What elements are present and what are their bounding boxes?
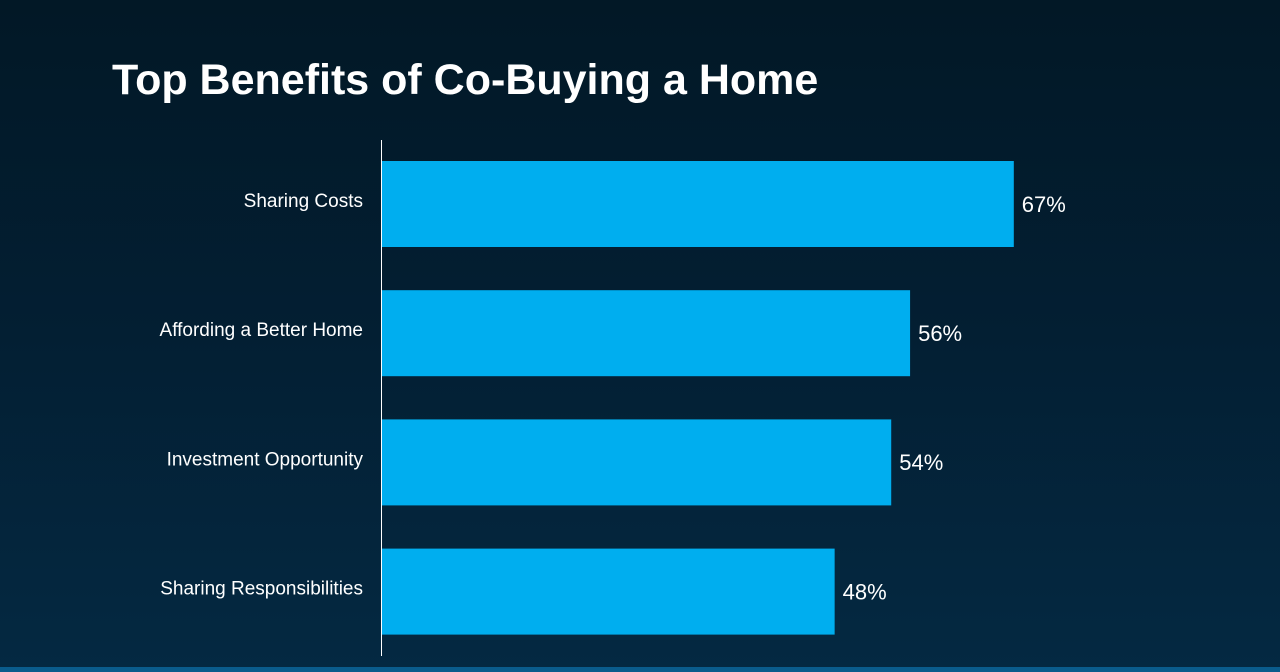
category-label: Sharing Responsibilities [160,579,363,600]
bottom-accent-strip [0,667,1280,672]
labels-layer: Sharing Costs 67% Affording a Better Home 5… [160,191,1066,604]
category-label: Sharing Costs [244,191,363,212]
bars-layer [382,161,1014,635]
data-label: 48% [843,579,887,604]
category-label: Affording a Better Home [160,320,363,341]
bar [382,161,1014,247]
chart-title: Top Benefits of Co-Buying a Home [112,56,819,104]
data-label: 67% [1022,192,1066,217]
bar [382,290,911,377]
bar [382,548,835,635]
bar [382,419,892,506]
category-label: Investment Opportunity [167,449,364,470]
data-label: 56% [918,321,962,346]
data-label: 54% [899,450,943,475]
